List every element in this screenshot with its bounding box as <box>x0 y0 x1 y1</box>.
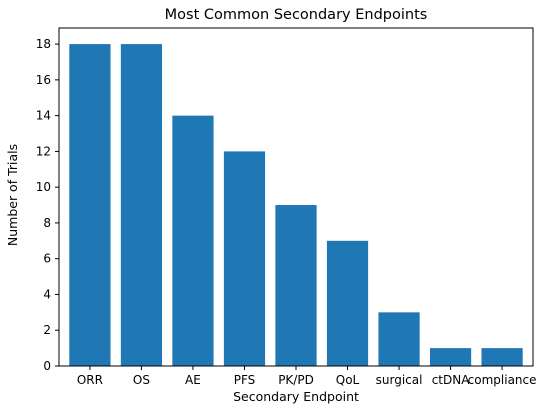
x-tick-label: OS <box>133 373 150 387</box>
y-tick-label: 4 <box>43 287 51 301</box>
y-axis-title: Number of Trials <box>5 144 20 246</box>
bars-group <box>69 44 523 366</box>
y-tick-label: 18 <box>36 37 51 51</box>
x-tick-label: PFS <box>234 373 256 387</box>
y-tick-label: 8 <box>43 216 51 230</box>
chart-title: Most Common Secondary Endpoints <box>165 7 428 23</box>
bar-ctdna <box>429 348 472 366</box>
y-tick-label: 16 <box>36 73 51 87</box>
y-tick-label: 0 <box>43 359 51 373</box>
plot-frame <box>58 27 534 367</box>
bar-surgical <box>378 312 420 366</box>
x-axis-ticks: ORR OS AE PFS PK/PD QoL surgical ctDNAcomplianc… <box>77 366 537 387</box>
x-tick-label: PK/PD <box>278 373 314 387</box>
bar-orr <box>69 44 111 366</box>
bar-compliance <box>481 348 523 366</box>
x-axis-title: Secondary Endpoint <box>233 389 359 404</box>
bar-qol <box>326 240 369 366</box>
bar-os <box>120 44 163 366</box>
x-tick-label: surgical <box>376 373 423 387</box>
x-tick-label: compliance <box>468 373 537 387</box>
y-tick-label: 14 <box>36 109 51 123</box>
x-tick-label: QoL <box>336 373 360 387</box>
y-axis-ticks: 0 2 4 6 8 10 12 14 16 18 <box>36 37 59 373</box>
x-tick-label: AE <box>185 373 201 387</box>
y-tick-label: 6 <box>43 252 51 266</box>
x-tick-label: ORR <box>77 373 103 387</box>
y-tick-label: 10 <box>36 180 51 194</box>
x-tick-label: ctDNA <box>432 373 471 387</box>
y-tick-label: 12 <box>36 144 51 158</box>
y-tick-label: 2 <box>43 323 51 337</box>
bar-pfs <box>223 151 266 366</box>
bar-ae <box>172 115 214 366</box>
bar-pk-pd <box>275 205 317 366</box>
